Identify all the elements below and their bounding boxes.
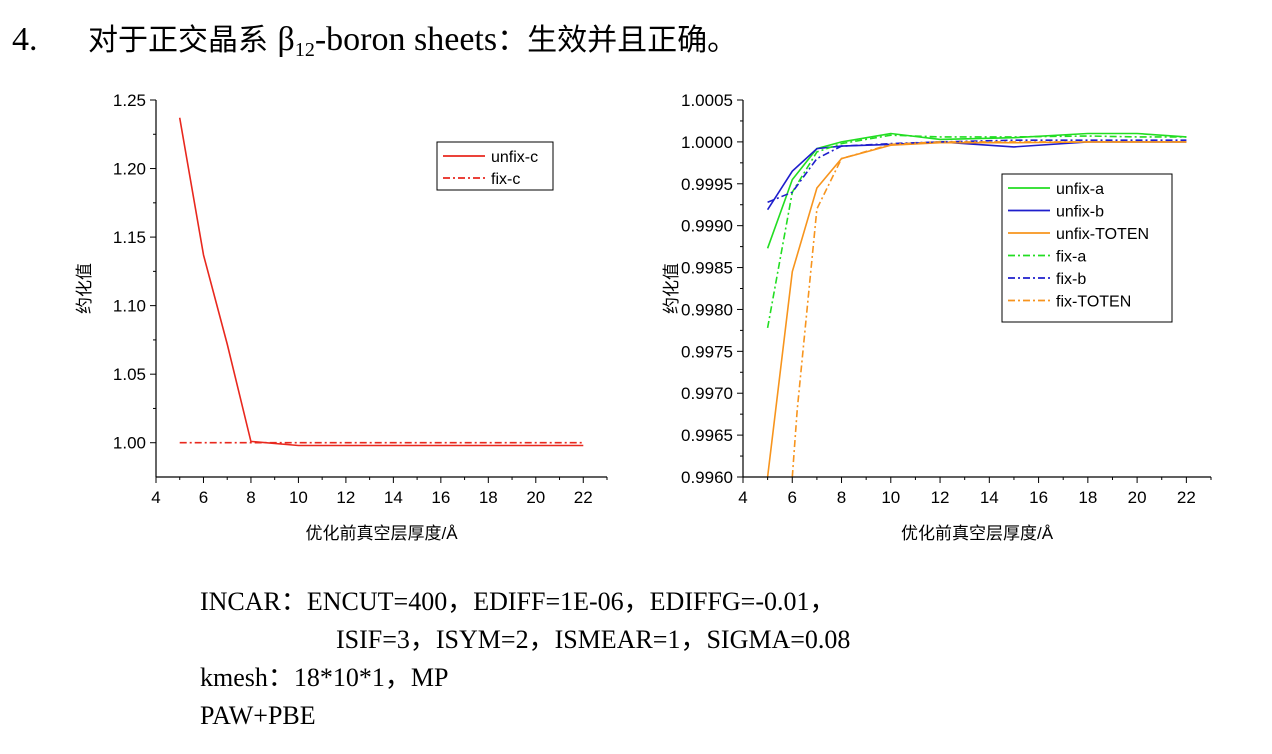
right-x-tick-label: 8 (837, 488, 846, 507)
right-y-tick-label: 0.9980 (681, 300, 733, 319)
params-isif-line: ISIF=3，ISYM=2，ISMEAR=1，SIGMA=0.08 (336, 625, 851, 654)
left-x-tick-label: 20 (526, 488, 545, 507)
left-legend-label-unfix-c: unfix-c (491, 149, 538, 166)
right-x-tick-label: 10 (881, 488, 900, 507)
right-y-tick-label: 0.9960 (681, 468, 733, 487)
left-y-tick-label: 1.10 (113, 297, 146, 316)
left-x-tick-label: 16 (431, 488, 450, 507)
right-legend-box (1001, 173, 1173, 323)
right-series-fix-a (766, 134, 1187, 329)
page-heading: 4. 对于正交晶系 β12-boron sheets：生效并且正确。 (12, 18, 737, 72)
right-x-tick-label: 14 (980, 488, 999, 507)
right-legend-label-fix-a: fix-a (1056, 249, 1086, 266)
right-y-tick-label: 0.9975 (681, 342, 733, 361)
left-y-tick-label: 1.00 (113, 434, 146, 453)
chart-right: 4 6 8 10 12 14 16 18 20 22 0.9960 0.9965 0.9970 0.997… (662, 91, 1212, 543)
right-y-tick-label: 1.0005 (681, 91, 733, 110)
left-x-tick-label: 18 (479, 488, 498, 507)
left-x-tick-label: 8 (246, 488, 255, 507)
left-x-tick-label: 22 (574, 488, 593, 507)
left-x-tick-label: 12 (336, 488, 355, 507)
right-legend-label-fix-b: fix-b (1056, 271, 1086, 288)
params-kmesh-line: kmesh：18*10*1，MP (200, 663, 449, 692)
heading-subscript: 12 (294, 39, 315, 61)
left-x-tick-label: 6 (199, 488, 208, 507)
right-x-tick-label: 6 (788, 488, 797, 507)
left-y-tick-label: 1.20 (113, 160, 146, 179)
right-x-tick-label: 4 (738, 488, 747, 507)
right-x-axis-label: 优化前真空层厚度/Å (901, 524, 1054, 543)
left-x-tick-label: 10 (289, 488, 308, 507)
right-y-tick-label: 0.9990 (681, 217, 733, 236)
left-y-tick-label: 1.15 (113, 228, 146, 247)
right-y-tick-label: 1.0000 (681, 133, 733, 152)
right-y-tick-label: 0.9995 (681, 175, 733, 194)
right-series-fix-TOTEN (791, 141, 1187, 477)
right-x-tick-label: 22 (1177, 488, 1196, 507)
chart-left: 4 6 8 10 12 14 16 18 20 22 1.00 1.05 1.10 1.15 1.20 1.2… (75, 91, 608, 543)
right-x-tick-label: 18 (1078, 488, 1097, 507)
left-y-tick-label: 1.05 (113, 365, 146, 384)
right-y-axis-label: 约化值 (662, 263, 681, 314)
right-x-tick-label: 20 (1128, 488, 1147, 507)
left-series-unfix-c (178, 117, 584, 447)
right-legend-label-fix-TOTEN: fix-TOTEN (1056, 294, 1131, 311)
params-incar-line: INCAR：ENCUT=400，EDIFF=1E-06，EDIFFG=-0.01… (200, 587, 836, 616)
right-legend-label-unfix-a: unfix-a (1056, 181, 1104, 198)
left-y-tick-label: 1.25 (113, 91, 146, 110)
right-legend-label-unfix-TOTEN: unfix-TOTEN (1056, 226, 1149, 243)
heading-number: 4. (12, 21, 38, 58)
left-x-tick-label: 14 (384, 488, 403, 507)
heading-suffix-en: -boron sheets (314, 21, 498, 58)
right-y-tick-label: 0.9970 (681, 384, 733, 403)
right-y-tick-label: 0.9985 (681, 259, 733, 278)
right-x-tick-label: 16 (1029, 488, 1048, 507)
left-y-axis-label: 约化值 (75, 263, 94, 314)
heading-prefix: 对于正交晶系 (88, 23, 278, 58)
left-x-tick-label: 4 (151, 488, 160, 507)
right-y-tick-label: 0.9965 (681, 426, 733, 445)
left-x-axis-label: 优化前真空层厚度/Å (305, 524, 458, 543)
left-legend-box (436, 141, 554, 191)
heading-beta: β (277, 21, 295, 58)
calculation-parameters: INCAR：ENCUT=400，EDIFF=1E-06，EDIFFG=-0.01… (200, 583, 850, 735)
right-legend-label-unfix-b: unfix-b (1056, 204, 1104, 221)
right-x-tick-label: 12 (931, 488, 950, 507)
heading-suffix-cn: ：生效并且正确。 (497, 23, 738, 58)
left-legend-label-fix-c: fix-c (491, 171, 520, 188)
params-functional-line: PAW+PBE (200, 701, 316, 730)
